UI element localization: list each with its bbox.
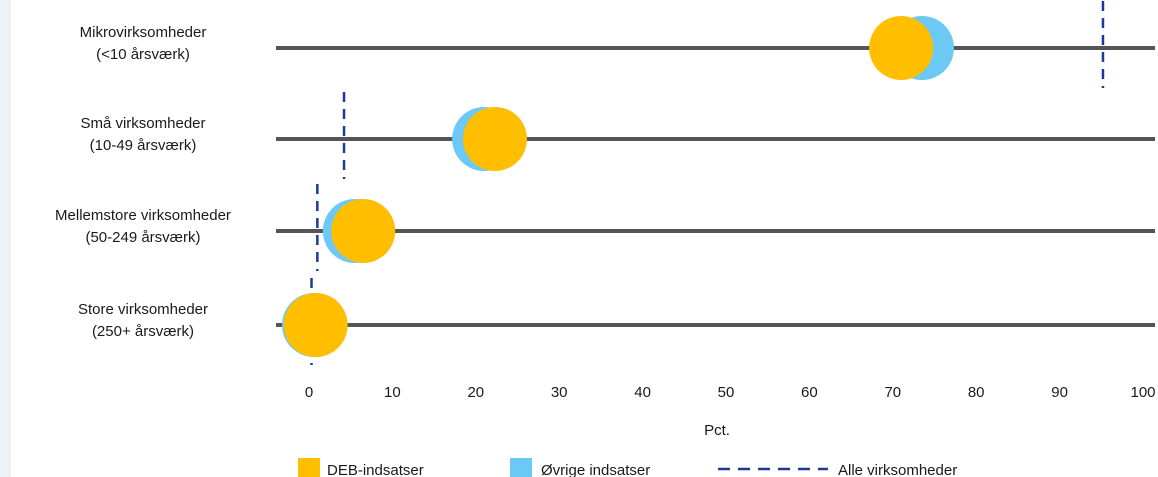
category-label: (50-249 årsværk) <box>85 229 200 246</box>
category-label: (10-49 årsværk) <box>90 137 197 154</box>
x-tick-label: 80 <box>968 384 985 401</box>
side-strip <box>0 0 11 477</box>
legend: DEB-indsatser Øvrige indsatser Alle virkso… <box>298 458 957 477</box>
x-tick-label: 0 <box>305 384 313 401</box>
data-point <box>869 16 934 80</box>
category-label: (<10 årsværk) <box>96 46 190 63</box>
x-tick-label: 20 <box>467 384 484 401</box>
category-label: Små virksomheder <box>80 115 205 132</box>
x-tick-label: 50 <box>718 384 735 401</box>
data-points <box>282 16 954 357</box>
reference-lines <box>310 1 1105 365</box>
x-tick-label: 10 <box>384 384 401 401</box>
x-tick-label: 70 <box>884 384 901 401</box>
x-tick-label: 30 <box>551 384 568 401</box>
data-point <box>331 199 396 263</box>
category-tracks <box>276 46 1155 327</box>
legend-label: Øvrige indsatser <box>541 462 650 477</box>
x-axis-ticks: 0 10 20 30 40 50 60 70 80 90 100 <box>305 384 1156 401</box>
category-label: Mellemstore virksomheder <box>55 207 231 224</box>
legend-label: Alle virksomheder <box>838 462 957 477</box>
legend-marker <box>510 458 532 477</box>
category-labels: Mikrovirksomheder (<10 årsværk) Små virkso… <box>55 24 231 340</box>
category-label: (250+ årsværk) <box>92 323 194 340</box>
x-tick-label: 40 <box>634 384 651 401</box>
x-tick-label: 100 <box>1130 384 1155 401</box>
x-axis-label: Pct. <box>704 422 730 439</box>
legend-label: DEB-indsatser <box>327 462 424 477</box>
x-tick-label: 90 <box>1051 384 1068 401</box>
category-label: Mikrovirksomheder <box>80 24 207 41</box>
data-point <box>462 107 527 171</box>
data-point <box>283 293 348 357</box>
legend-marker <box>298 458 320 477</box>
x-tick-label: 60 <box>801 384 818 401</box>
category-label: Store virksomheder <box>78 301 208 318</box>
